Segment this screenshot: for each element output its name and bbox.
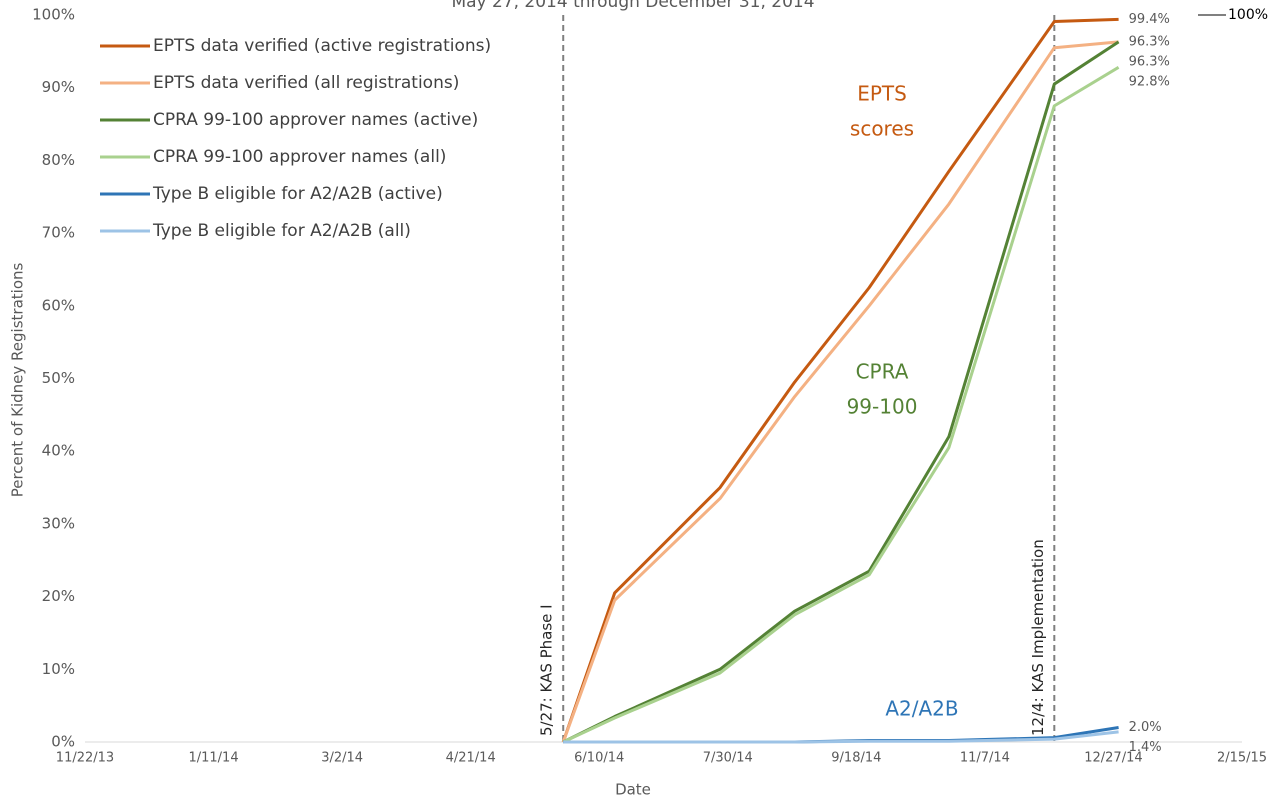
x-tick-label: 3/2/14 [321, 751, 363, 766]
annotation: scores [850, 117, 914, 141]
series-line [561, 17, 1119, 743]
event-label: 5/27: KAS Phase I [538, 604, 556, 736]
x-tick-label: 9/18/14 [831, 751, 881, 766]
legend-label: EPTS data verified (active registrations… [153, 36, 491, 56]
x-tick-label: 4/21/14 [446, 751, 496, 766]
series-line [562, 40, 1120, 744]
legend-label: CPRA 99-100 approver names (all) [153, 147, 446, 167]
annotation: 99-100 [847, 395, 918, 419]
legend-label: Type B eligible for A2/A2B (all) [152, 221, 411, 241]
y-tick-label: 20% [42, 587, 75, 605]
annotation: 100% [1228, 7, 1268, 23]
x-tick-label: 12/27/14 [1084, 751, 1142, 766]
y-tick-label: 60% [42, 296, 75, 314]
y-tick-label: 40% [42, 442, 75, 460]
y-tick-label: 90% [42, 78, 75, 96]
y-tick-label: 70% [42, 224, 75, 242]
value-label: 92.8% [1129, 74, 1170, 89]
legend-label: EPTS data verified (all registrations) [153, 73, 459, 93]
chart-title: May 27, 2014 through December 31, 2014 [451, 0, 814, 12]
annotation: EPTS [857, 82, 907, 106]
series-line [562, 66, 1120, 744]
x-axis-title: Date [615, 781, 651, 799]
y-tick-label: 0% [51, 733, 75, 751]
value-label: 99.4% [1129, 12, 1170, 27]
series-line [563, 730, 1119, 744]
legend-label: Type B eligible for A2/A2B (active) [152, 184, 443, 204]
y-tick-label: 80% [42, 151, 75, 169]
x-tick-label: 1/11/14 [188, 751, 238, 766]
value-label: 96.3% [1129, 34, 1170, 49]
series-line [561, 40, 1119, 743]
value-label: 1.4% [1129, 740, 1162, 755]
annotation: A2/A2B [885, 697, 958, 721]
y-axis-title: Percent of Kidney Registrations [9, 263, 27, 498]
x-tick-label: 6/10/14 [574, 751, 624, 766]
legend-label: CPRA 99-100 approver names (active) [153, 110, 478, 130]
annotation: CPRA [856, 360, 909, 384]
y-tick-label: 10% [42, 660, 75, 678]
x-tick-label: 11/22/13 [56, 751, 114, 766]
y-tick-label: 50% [42, 369, 75, 387]
x-tick-label: 7/30/14 [703, 751, 753, 766]
value-label: 2.0% [1129, 720, 1162, 735]
event-label: 12/4: KAS Implementation [1029, 539, 1047, 736]
x-tick-label: 11/7/14 [960, 751, 1010, 766]
value-label: 96.3% [1129, 54, 1170, 69]
y-tick-label: 30% [42, 514, 75, 532]
x-tick-label: 2/15/15 [1217, 751, 1267, 766]
y-tick-label: 100% [32, 6, 75, 24]
